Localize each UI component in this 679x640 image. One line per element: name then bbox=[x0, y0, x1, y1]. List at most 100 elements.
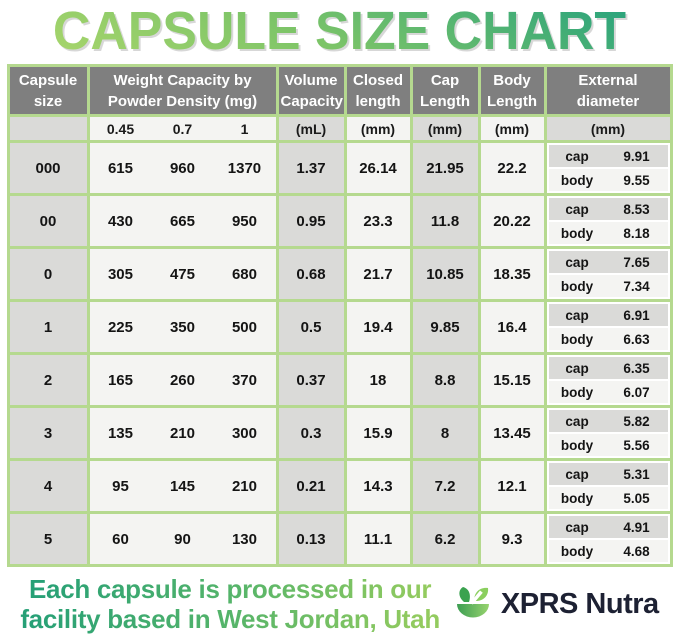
col-header-external-diameter: External diameter bbox=[543, 64, 673, 117]
weight-header-line1: Weight Capacity by bbox=[113, 71, 252, 89]
capsule-row: 5 60 90 130 0.13 11.1 6.2 9.3 cap 4.91 b… bbox=[6, 511, 673, 567]
external-body-value: 9.55 bbox=[623, 172, 650, 188]
external-cap-value: 6.35 bbox=[623, 360, 650, 376]
external-body-label: body bbox=[560, 543, 594, 559]
volume-capacity-cell: 0.3 bbox=[275, 405, 347, 461]
header-row: Capsule size Weight Capacity by Powder D… bbox=[6, 64, 673, 117]
external-body-value: 8.18 bbox=[623, 225, 650, 241]
external-cap-subrow: cap 9.91 bbox=[548, 145, 668, 167]
external-cap-subrow: cap 8.53 bbox=[548, 198, 668, 220]
external-body-value: 6.63 bbox=[623, 331, 650, 347]
external-cap-value: 5.31 bbox=[623, 466, 650, 482]
body-header-line2: Length bbox=[487, 92, 537, 110]
capsule-size-cell: 5 bbox=[6, 511, 90, 567]
cap-length-cell: 8 bbox=[409, 405, 481, 461]
volume-capacity-cell: 0.68 bbox=[275, 246, 347, 302]
external-diameter-cell: cap 9.91 body 9.55 bbox=[543, 140, 673, 196]
external-cap-label: cap bbox=[565, 307, 589, 323]
external-cap-label: cap bbox=[565, 360, 589, 376]
body-length-cell: 12.1 bbox=[477, 458, 547, 514]
external-cap-value: 6.91 bbox=[623, 307, 650, 323]
volume-capacity-cell: 0.95 bbox=[275, 193, 347, 249]
volume-header-line1: Volume bbox=[284, 71, 338, 89]
capsule-row: 0 305 475 680 0.68 21.7 10.85 18.35 cap … bbox=[6, 246, 673, 302]
external-cap-subrow: cap 7.65 bbox=[548, 251, 668, 273]
footer: Each capsule is processed in our facilit… bbox=[0, 574, 679, 634]
units-powder-densities: 0.45 0.7 1 bbox=[86, 114, 279, 143]
units-body-length: (mm) bbox=[477, 114, 547, 143]
external-cap-subrow: cap 4.91 bbox=[548, 516, 668, 538]
external-body-label: body bbox=[560, 384, 594, 400]
capsule-size-cell: 00 bbox=[6, 193, 90, 249]
weight-capacity-cell: 95 145 210 bbox=[86, 458, 279, 514]
weight-header-line2: Powder Density (mg) bbox=[107, 92, 258, 110]
brand-logo: XPRS Nutra bbox=[450, 581, 659, 627]
body-length-cell: 16.4 bbox=[477, 299, 547, 355]
external-body-label: body bbox=[560, 278, 594, 294]
density-value-045: 0.45 bbox=[106, 120, 135, 137]
external-cap-value: 8.53 bbox=[623, 201, 650, 217]
capsule-size-cell: 2 bbox=[6, 352, 90, 408]
external-cap-label: cap bbox=[565, 148, 589, 164]
external-cap-subrow: cap 6.35 bbox=[548, 357, 668, 379]
body-length-cell: 9.3 bbox=[477, 511, 547, 567]
volume-capacity-cell: 0.37 bbox=[275, 352, 347, 408]
external-body-subrow: body 9.55 bbox=[548, 169, 668, 191]
external-body-label: body bbox=[560, 172, 594, 188]
external-cap-value: 4.91 bbox=[623, 519, 650, 535]
cap-header-line1: Cap bbox=[430, 71, 460, 89]
external-cap-subrow: cap 5.31 bbox=[548, 463, 668, 485]
external-cap-label: cap bbox=[565, 254, 589, 270]
weight-capacity-cell: 225 350 500 bbox=[86, 299, 279, 355]
external-body-value: 5.56 bbox=[623, 437, 650, 453]
external-diameter-cell: cap 6.91 body 6.63 bbox=[543, 299, 673, 355]
external-body-value: 7.34 bbox=[623, 278, 650, 294]
units-cap-length: (mm) bbox=[409, 114, 481, 143]
external-diameter-cell: cap 8.53 body 8.18 bbox=[543, 193, 673, 249]
external-diameter-cell: cap 7.65 body 7.34 bbox=[543, 246, 673, 302]
capsule-size-cell: 1 bbox=[6, 299, 90, 355]
closed-length-cell: 15.9 bbox=[343, 405, 413, 461]
weight-at-07: 350 bbox=[169, 318, 195, 336]
external-body-label: body bbox=[560, 331, 594, 347]
capsule-size-cell: 4 bbox=[6, 458, 90, 514]
external-cap-label: cap bbox=[565, 519, 589, 535]
external-diameter-cell: cap 4.91 body 4.68 bbox=[543, 511, 673, 567]
closed-length-cell: 26.14 bbox=[343, 140, 413, 196]
external-cap-subrow: cap 6.91 bbox=[548, 304, 668, 326]
weight-at-1: 370 bbox=[231, 371, 257, 389]
external-cap-subrow: cap 5.82 bbox=[548, 410, 668, 432]
tagline-line2: facility based in West Jordan, Utah bbox=[20, 604, 440, 634]
capsule-size-table: Capsule size Weight Capacity by Powder D… bbox=[6, 64, 673, 567]
density-value-07: 0.7 bbox=[172, 120, 193, 137]
weight-at-1: 1370 bbox=[227, 159, 262, 177]
capsule-row: 000 615 960 1370 1.37 26.14 21.95 22.2 c… bbox=[6, 140, 673, 196]
cap-length-cell: 8.8 bbox=[409, 352, 481, 408]
weight-at-07: 960 bbox=[169, 159, 195, 177]
density-value-1: 1 bbox=[240, 120, 249, 137]
capsule-row: 3 135 210 300 0.3 15.9 8 13.45 cap 5.82 … bbox=[6, 405, 673, 461]
external-body-subrow: body 6.63 bbox=[548, 328, 668, 350]
external-diameter-cell: cap 5.31 body 5.05 bbox=[543, 458, 673, 514]
units-closed-length: (mm) bbox=[343, 114, 413, 143]
weight-at-1: 300 bbox=[231, 424, 257, 442]
external-header-line1: External bbox=[578, 71, 638, 89]
weight-capacity-cell: 60 90 130 bbox=[86, 511, 279, 567]
weight-at-1: 210 bbox=[231, 477, 257, 495]
weight-at-045: 95 bbox=[112, 477, 129, 495]
weight-capacity-cell: 165 260 370 bbox=[86, 352, 279, 408]
volume-capacity-cell: 0.5 bbox=[275, 299, 347, 355]
weight-at-045: 225 bbox=[107, 318, 133, 336]
weight-at-07: 210 bbox=[169, 424, 195, 442]
body-length-cell: 18.35 bbox=[477, 246, 547, 302]
cap-header-line2: Length bbox=[420, 92, 470, 110]
weight-capacity-cell: 135 210 300 bbox=[86, 405, 279, 461]
weight-at-07: 475 bbox=[169, 265, 195, 283]
closed-length-cell: 14.3 bbox=[343, 458, 413, 514]
weight-at-1: 680 bbox=[231, 265, 257, 283]
capsule-row: 4 95 145 210 0.21 14.3 7.2 12.1 cap 5.31… bbox=[6, 458, 673, 514]
weight-at-1: 950 bbox=[231, 212, 257, 230]
weight-capacity-cell: 615 960 1370 bbox=[86, 140, 279, 196]
facility-tagline: Each capsule is processed in our facilit… bbox=[20, 574, 440, 634]
cap-length-cell: 7.2 bbox=[409, 458, 481, 514]
